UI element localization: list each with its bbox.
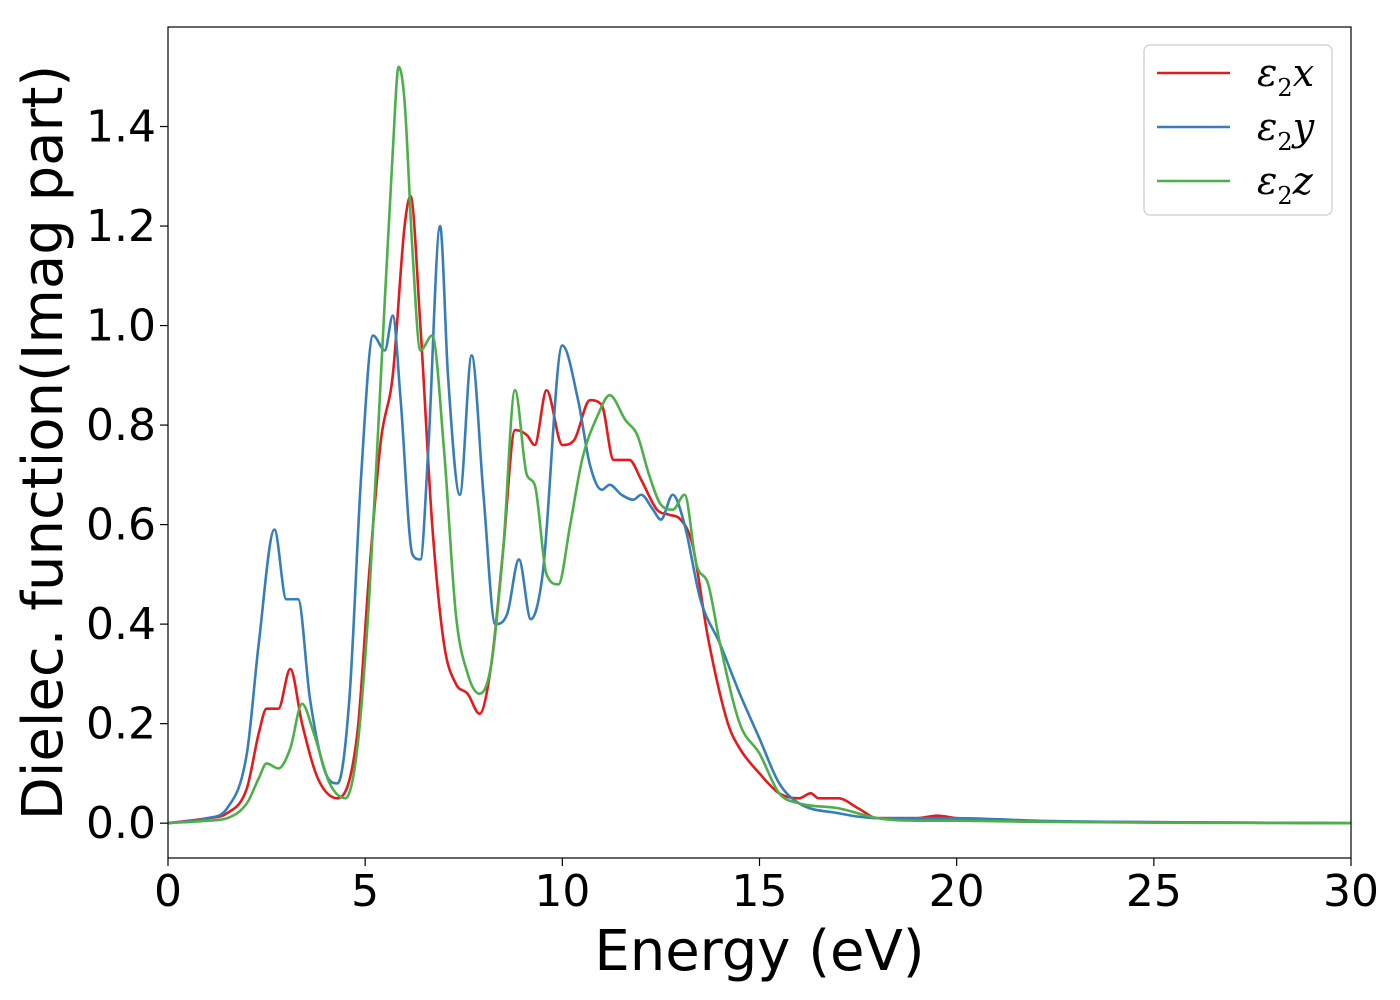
y-tick-label: 0.2: [86, 699, 156, 750]
y-tick-label: 0.6: [86, 500, 156, 551]
x-tick-label: 25: [1126, 866, 1182, 917]
x-tick-label: 15: [732, 866, 788, 917]
y-tick-label: 1.2: [86, 201, 156, 252]
x-tick-label: 5: [351, 866, 379, 917]
y-tick-label: 0.4: [86, 599, 156, 650]
x-axis-label: Energy (eV): [594, 919, 924, 984]
y-tick-label: 1.4: [86, 102, 156, 153]
x-tick-label: 20: [929, 866, 985, 917]
x-axis-ticks: 0 5 10 15 20 25 30: [154, 858, 1379, 917]
legend-label-x: ε2x: [1257, 51, 1314, 102]
legend-box: [1143, 44, 1333, 216]
x-tick-label: 10: [534, 866, 590, 917]
y-tick-label: 1.0: [86, 301, 156, 352]
y-axis-ticks: 0.0 0.2 0.4 0.6 0.8 1.0 1.2 1.4: [86, 102, 168, 849]
x-tick-label: 0: [154, 866, 182, 917]
x-tick-label: 30: [1323, 866, 1379, 917]
series-line-y: [167, 224, 1352, 825]
series-lines: [167, 65, 1352, 825]
legend-label-z: ε2z: [1257, 159, 1314, 210]
series-line-z: [167, 65, 1352, 825]
legend-label-y: ε2y: [1257, 105, 1315, 156]
y-tick-label: 0.0: [86, 798, 156, 849]
series-line-x: [167, 194, 1352, 825]
y-axis-label: Dielec. function(Imag part): [11, 65, 76, 821]
y-tick-label: 0.8: [86, 400, 156, 451]
